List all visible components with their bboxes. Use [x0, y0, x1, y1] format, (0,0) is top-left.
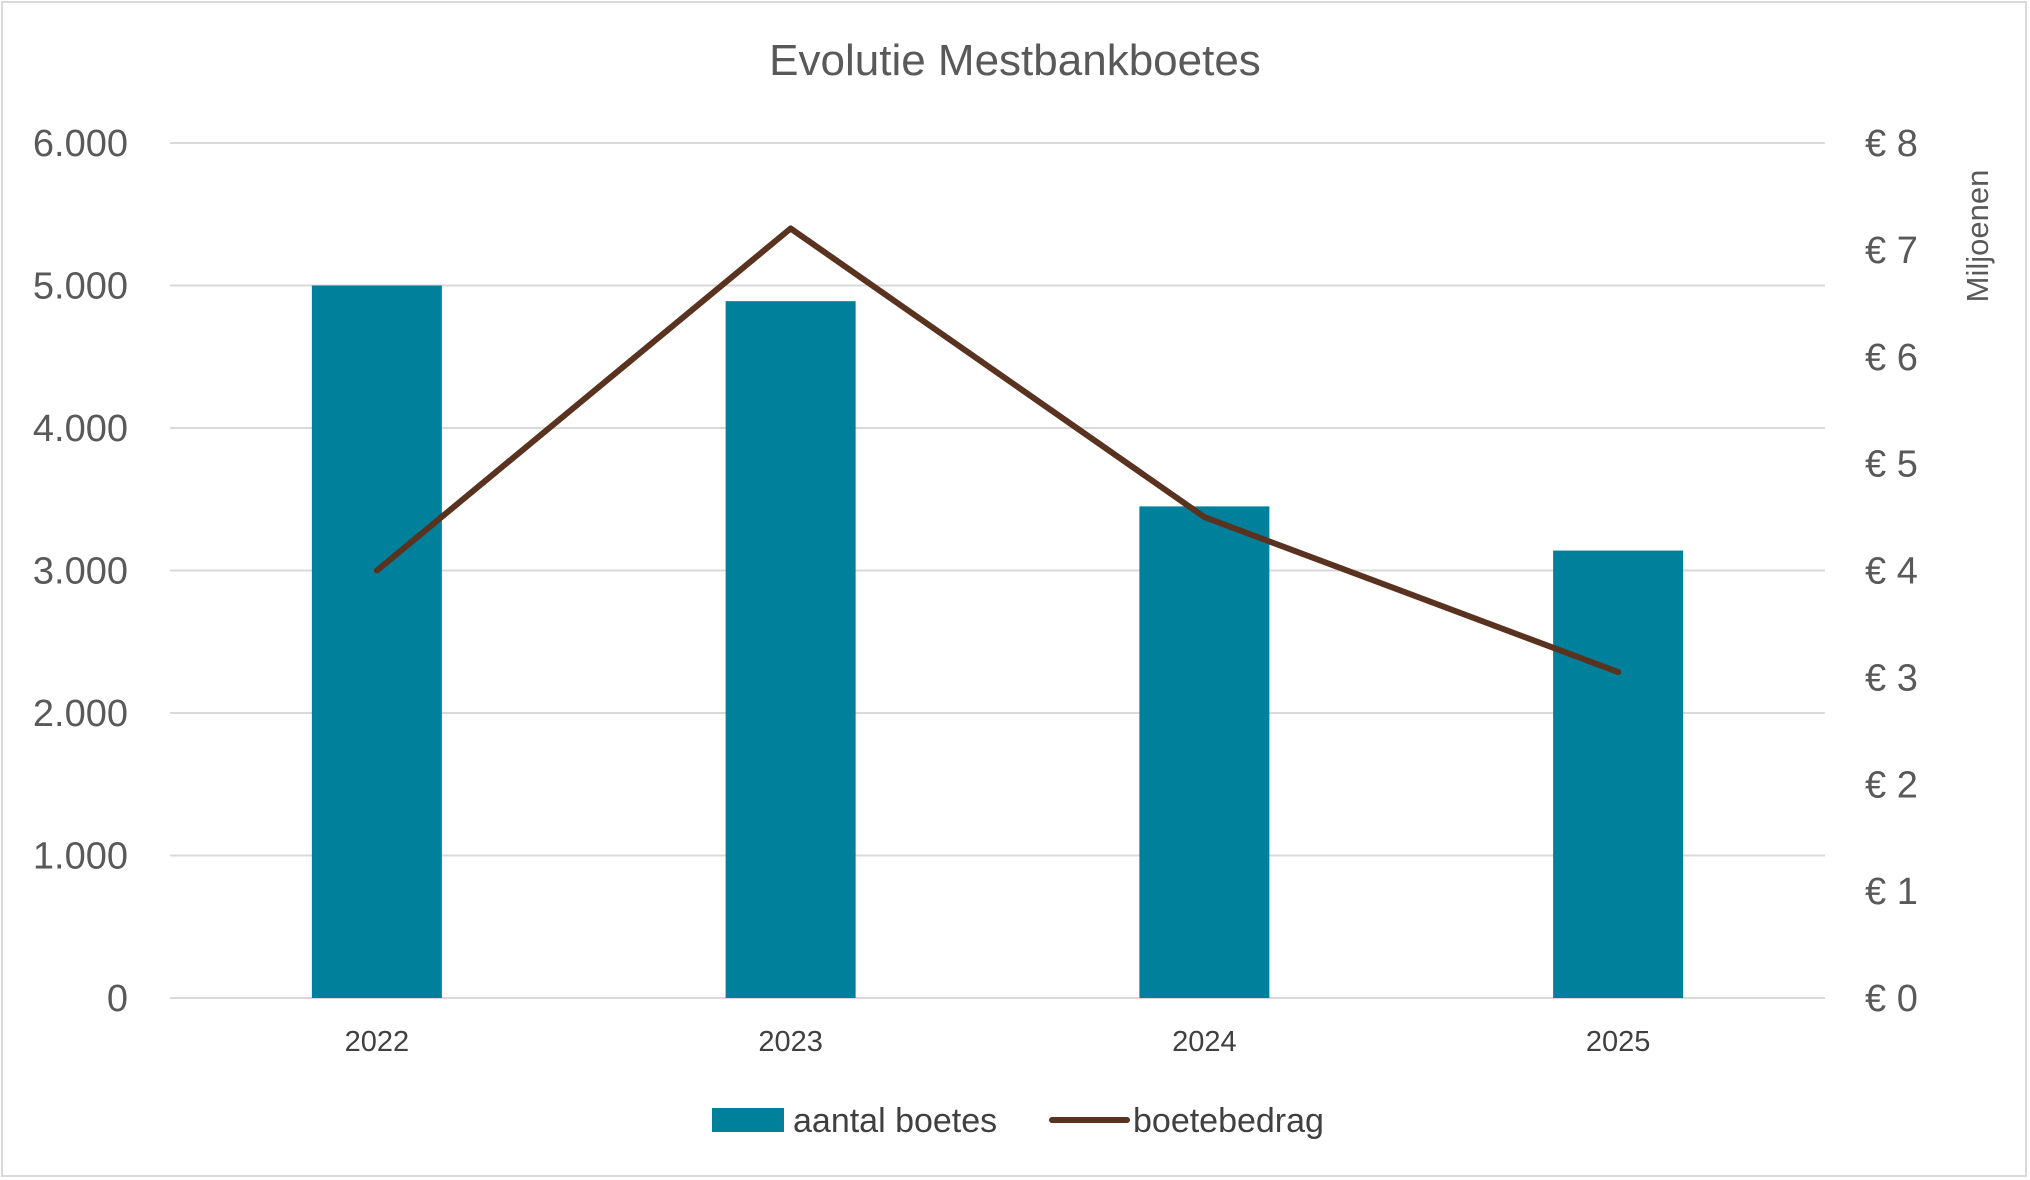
x-tick-label: 2022 — [345, 1026, 410, 1058]
bar — [311, 285, 442, 998]
y2-tick-label: € 0 — [1865, 978, 1918, 1020]
primary-y-axis: 0 1.000 2.000 3.000 4.000 5.000 6.000 — [33, 123, 128, 1020]
y-tick-label: 1.000 — [33, 836, 128, 878]
y2-tick-label: € 5 — [1865, 444, 1918, 486]
y2-tick-label: € 2 — [1865, 764, 1918, 806]
line-point — [373, 567, 380, 574]
secondary-y-axis-label: Miljoenen — [1960, 170, 1995, 303]
bar — [1139, 506, 1270, 998]
series-line — [373, 225, 1622, 676]
y-tick-label: 5.000 — [33, 266, 128, 308]
y2-tick-label: € 7 — [1865, 230, 1918, 272]
x-tick-label: 2023 — [758, 1026, 823, 1058]
y-tick-label: 0 — [107, 978, 128, 1020]
y-tick-label: 3.000 — [33, 551, 128, 593]
line-series-boetebedrag — [373, 225, 1622, 676]
line-point — [787, 225, 794, 232]
y2-tick-label: € 4 — [1865, 551, 1918, 593]
y-tick-label: 2.000 — [33, 693, 128, 735]
y-tick-label: 4.000 — [33, 408, 128, 450]
line-point — [1201, 514, 1208, 521]
legend: aantal boetes boetebedrag — [712, 1102, 1324, 1140]
secondary-y-axis: € 0 € 1 € 2 € 3 € 4 € 5 € 6 € 7 € 8 — [1865, 123, 1918, 1020]
y-tick-label: 6.000 — [33, 123, 128, 165]
y2-tick-label: € 3 — [1865, 657, 1918, 699]
bar — [725, 301, 856, 998]
chart-title: Evolutie Mestbankboetes — [769, 36, 1261, 85]
y2-tick-label: € 8 — [1865, 123, 1918, 165]
x-tick-label: 2024 — [1172, 1026, 1237, 1058]
bar — [1553, 550, 1684, 998]
legend-label-boetebedrag: boetebedrag — [1133, 1102, 1324, 1140]
x-tick-label: 2025 — [1586, 1026, 1651, 1058]
y2-tick-label: € 1 — [1865, 871, 1918, 913]
bar-series-aantal-boetes — [311, 285, 1684, 998]
line-point — [1615, 669, 1622, 676]
legend-swatch-aantal-boetes — [712, 1108, 784, 1132]
gridlines — [170, 142, 1825, 999]
y2-tick-label: € 6 — [1865, 337, 1918, 379]
x-axis: 2022 2023 2024 2025 — [345, 1026, 1651, 1058]
legend-label-aantal-boetes: aantal boetes — [793, 1102, 997, 1140]
